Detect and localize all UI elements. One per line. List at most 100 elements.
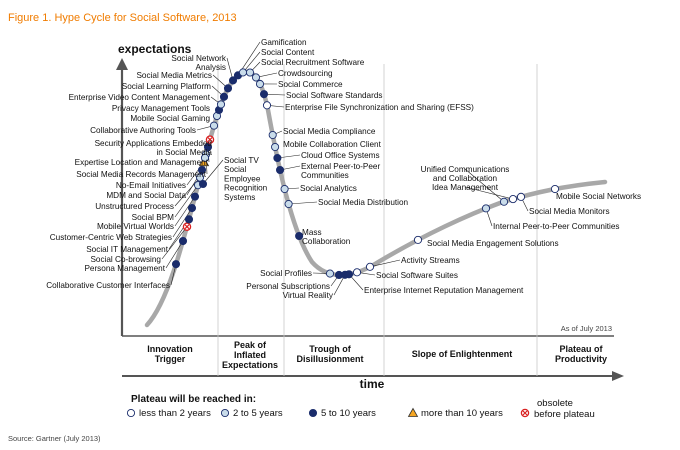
label-unstructured-process: Unstructured Process [95,202,174,211]
label-personal-subscriptions: Personal Subscriptions [246,282,330,291]
label-social-learning-platform: Social Learning Platform [122,82,211,91]
marker-cloud-office-systems [273,153,282,163]
label-social-commerce: Social Commerce [278,80,343,89]
label-persona-management: Persona Management [84,264,165,273]
label-cloud-office-systems: Cloud Office Systems [301,151,380,160]
marker-social-media-compliance [268,130,277,140]
marker-social-tv [198,179,208,189]
label-mobile-collaboration-client: Mobile Collaboration Client [283,140,382,149]
marker-collaborative-customer-interfaces [171,260,181,269]
marker-mdm-and-social-data [197,165,207,175]
marker-internal-peer-to-peer-communities [481,204,491,213]
marker-idea-management [508,195,518,204]
as-of-date: As of July 2013 [561,324,612,333]
label-leaders [161,41,529,296]
marker-security-applications-embedded-in-social-media [205,135,215,144]
label-enterprise-video-content-management: Enterprise Video Content Management [69,93,211,102]
marker-social-network-analysis [228,76,238,85]
y-axis-label: expectations [118,42,192,56]
marker-activity-streams [365,262,375,271]
label-privacy-management-tools: Privacy Management Tools [112,104,210,113]
marker-social-software-standards [259,90,269,99]
label-collaborative-customer-interfaces: Collaborative Customer Interfaces [46,281,170,290]
leader-activity-streams [369,259,401,268]
phase-innovation-trigger: Innovation Trigger [147,344,193,364]
technology-markers [171,68,560,280]
label-social-media-compliance: Social Media Compliance [283,127,376,136]
label-no-email-initiatives: No-Email Initiatives [116,181,186,190]
y-axis-arrow [116,58,128,70]
label-social-media-engagement-solutions: Social Media Engagement Solutions [427,239,559,248]
label-customer-centric-web-strategies: Customer-Centric Web Strategies [50,233,172,242]
label-expertise-location-and-management: Expertise Location and Management [75,158,209,167]
label-enterprise-file-synchronization-and-sharing-efss: Enterprise File Synchronization and Shar… [285,103,474,112]
legend-label-obsolete: obsolete before plateau [534,398,595,420]
label-social-it-management: Social IT Management [86,245,168,254]
legend: Plateau will be reached in: less than 2 y… [126,394,595,420]
figure-title: Figure 1. Hype Cycle for Social Software… [8,12,237,24]
label-social-media-metrics: Social Media Metrics [136,71,212,80]
marker-social-learning-platform [219,92,229,101]
label-activity-streams: Activity Streams [401,256,460,265]
marker-social-media-engagement-solutions [413,235,423,244]
label-mobile-social-networks: Mobile Social Networks [556,192,641,201]
label-virtual-reality: Virtual Reality [283,291,334,300]
leader-social-co-browsing [161,226,188,260]
marker-social-content [238,68,248,77]
label-social-media-monitors: Social Media Monitors [529,207,610,216]
label-social-bpm: Social BPM [132,213,174,222]
label-social-profiles: Social Profiles [260,269,312,278]
legend-marker-gt10 [407,407,419,417]
marker-mobile-collaboration-client [271,142,280,152]
leader-social-content [242,51,261,73]
marker-social-analytics [280,184,289,194]
marker-social-media-distribution [284,199,293,209]
label-unified-communications-and-collaboration: Unified Communications and Collaboration [421,165,510,183]
marker-social-commerce [255,79,265,89]
legend-title: Plateau will be reached in: [131,394,256,405]
label-social-tv: Social TV Social Employee Recognition System… [224,156,268,202]
marker-expertise-location-and-management [203,142,213,152]
marker-customer-centric-web-strategies [187,204,197,213]
label-external-peer-to-peer-communities: External Peer-to-Peer Communities [301,162,380,180]
label-idea-management: Idea Management [432,183,499,192]
label-mdm-and-social-data: MDM and Social Data [106,191,186,200]
phase-peak-of-inflated-expectations: Peak of Inflated Expectations [222,340,278,370]
phase-trough-of-disillusionment: Trough of Disillusionment [296,344,363,364]
phase-slope-of-enlightenment: Slope of Enlightenment [412,349,513,359]
legend-marker-obsolete [520,408,530,418]
legend-marker-lt2 [126,408,136,418]
marker-unstructured-process [195,173,205,182]
legend-marker-5to10 [308,408,318,418]
marker-social-it-management [184,215,194,224]
marker-collaborative-authoring-tools [209,121,219,130]
label-enterprise-internet-reputation-management: Enterprise Internet Reputation Managemen… [364,286,524,295]
label-social-media-records-management: Social Media Records Management [76,170,206,179]
technology-labels: Collaborative Customer Interfaces Persona… [46,38,641,300]
label-social-analytics: Social Analytics [300,184,357,193]
legend-label-5to10: 5 to 10 years [321,408,376,419]
axes: expectations time [116,42,624,391]
marker-enterprise-file-synchronization-and-sharing-efss [262,101,272,110]
source-note: Source: Gartner (July 2013) [8,434,101,443]
marker-social-media-metrics [223,84,233,93]
label-mass-collaboration: Mass Collaboration [302,228,351,246]
leader-unified-communications-and-collaboration [464,168,505,202]
legend-label-2to5: 2 to 5 years [233,408,283,419]
label-social-co-browsing: Social Co-browsing [90,255,161,264]
marker-social-employee-recognition-systems [200,153,210,162]
label-gamification: Gamification [261,38,307,47]
legend-label-lt2: less than 2 years [139,408,211,419]
leader-mobile-virtual-worlds [174,196,196,227]
leader-idea-management [464,186,514,200]
phase-labels: Innovation Trigger Peak of Inflated Expectat… [147,340,607,370]
label-internal-peer-to-peer-communities: Internal Peer-to-Peer Communities [493,222,620,231]
legend-label-gt10: more than 10 years [421,408,503,419]
marker-mass-collaboration [295,231,304,241]
marker-social-co-browsing [182,222,192,231]
label-crowdsourcing: Crowdsourcing [278,69,333,78]
marker-mobile-social-networks [550,184,560,194]
marker-social-recruitment-software [245,68,255,77]
leader-persona-management [165,240,184,269]
